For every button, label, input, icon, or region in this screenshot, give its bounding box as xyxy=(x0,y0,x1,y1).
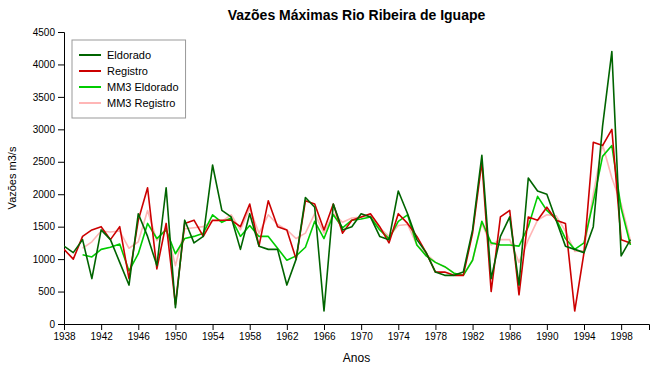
tick-label: 1982 xyxy=(462,331,485,342)
tick-label: 500 xyxy=(38,286,55,297)
tick-mark xyxy=(361,324,362,330)
tick-label: 1942 xyxy=(91,331,114,342)
tick: 1946 xyxy=(128,324,151,342)
legend-label: Eldorado xyxy=(107,49,151,61)
tick-label: 1966 xyxy=(313,331,336,342)
tick: 1982 xyxy=(462,324,485,342)
tick-label: 1998 xyxy=(611,331,634,342)
tick: 1966 xyxy=(313,324,336,342)
legend-swatch xyxy=(79,70,101,72)
tick-label: 1962 xyxy=(276,331,299,342)
tick: 1974 xyxy=(388,324,411,342)
tick-label: 2000 xyxy=(33,189,56,200)
tick-label: 4500 xyxy=(33,27,56,38)
tick: 1998 xyxy=(611,324,634,342)
y-axis-title: Vazões m3/s xyxy=(6,146,18,209)
tick-mark xyxy=(58,97,64,98)
tick-label: 3000 xyxy=(33,124,56,135)
legend-swatch xyxy=(79,54,101,56)
tick-mark xyxy=(547,324,548,330)
tick-mark xyxy=(584,324,585,330)
tick: 1994 xyxy=(573,324,596,342)
tick-label: 4000 xyxy=(33,59,56,70)
x-axis-title: Anos xyxy=(343,351,370,365)
tick-mark xyxy=(58,292,64,293)
tick-label: 1970 xyxy=(351,331,374,342)
legend-label: Registro xyxy=(107,65,148,77)
tick-mark xyxy=(250,324,251,330)
tick: 1978 xyxy=(425,324,448,342)
tick: 1500 xyxy=(33,221,64,232)
tick: 2000 xyxy=(33,189,64,200)
tick-mark xyxy=(101,324,102,330)
x-axis-line xyxy=(65,325,650,331)
tick-label: 3500 xyxy=(33,92,56,103)
tick-label: 1986 xyxy=(499,331,522,342)
tick: 1954 xyxy=(202,324,225,342)
tick-mark xyxy=(58,259,64,260)
tick: 1938 xyxy=(53,324,76,342)
tick-label: 1000 xyxy=(33,254,56,265)
legend-label: MM3 Eldorado xyxy=(107,81,179,93)
tick: 4500 xyxy=(33,27,64,38)
legend-swatch xyxy=(79,102,101,104)
tick-mark xyxy=(621,324,622,330)
tick-label: 0 xyxy=(49,319,55,330)
legend: Eldorado Registro MM3 Eldorado MM3 Registro xyxy=(72,40,186,118)
tick-mark xyxy=(473,324,474,330)
tick: 1962 xyxy=(276,324,299,342)
tick-label: 1994 xyxy=(573,331,596,342)
tick: 1950 xyxy=(165,324,188,342)
data-line xyxy=(64,51,630,311)
tick-label: 1950 xyxy=(165,331,188,342)
tick: 4000 xyxy=(33,59,64,70)
tick: 3500 xyxy=(33,92,64,103)
tick-mark xyxy=(435,324,436,330)
tick-mark xyxy=(58,64,64,65)
tick: 500 xyxy=(38,286,64,297)
tick-label: 1958 xyxy=(239,331,262,342)
tick-mark xyxy=(213,324,214,330)
tick-mark xyxy=(58,227,64,228)
legend-swatch xyxy=(79,86,101,88)
tick-mark xyxy=(58,162,64,163)
tick-label: 2500 xyxy=(33,156,56,167)
y-axis: 0 500 1000 1500 2000 2500 3000 3500 4000 4500 xyxy=(33,27,65,330)
tick-mark xyxy=(58,129,64,130)
tick-label: 1954 xyxy=(202,331,225,342)
tick: 0 xyxy=(49,319,64,330)
tick-label: 1938 xyxy=(53,331,76,342)
legend-box xyxy=(72,40,186,118)
tick-mark xyxy=(58,324,64,325)
y-axis-line xyxy=(58,33,65,325)
tick-mark xyxy=(398,324,399,330)
plot-area xyxy=(64,51,630,311)
tick-mark xyxy=(324,324,325,330)
tick-mark xyxy=(175,324,176,330)
tick-mark xyxy=(58,32,64,33)
tick-mark xyxy=(287,324,288,330)
tick-label: 1946 xyxy=(128,331,151,342)
tick: 1958 xyxy=(239,324,262,342)
tick-mark xyxy=(510,324,511,330)
tick: 1000 xyxy=(33,254,64,265)
tick-mark xyxy=(58,194,64,195)
data-line xyxy=(64,129,630,311)
tick: 1970 xyxy=(351,324,374,342)
tick-label: 1978 xyxy=(425,331,448,342)
tick-label: 1990 xyxy=(536,331,559,342)
tick-label: 1500 xyxy=(33,221,56,232)
chart: 1938 1942 1946 1950 1954 1958 1962 1966 1970 1974… xyxy=(0,0,667,372)
tick: 1986 xyxy=(499,324,522,342)
x-axis: 1938 1942 1946 1950 1954 1958 1962 1966 1970 1974… xyxy=(53,324,649,342)
legend-label: MM3 Registro xyxy=(107,97,175,109)
tick: 1990 xyxy=(536,324,559,342)
tick: 2500 xyxy=(33,156,64,167)
tick: 3000 xyxy=(33,124,64,135)
tick: 1942 xyxy=(91,324,114,342)
title: Vazões Máximas Rio Ribeira de Iguape xyxy=(228,7,486,23)
tick-mark xyxy=(138,324,139,330)
tick-label: 1974 xyxy=(388,331,411,342)
